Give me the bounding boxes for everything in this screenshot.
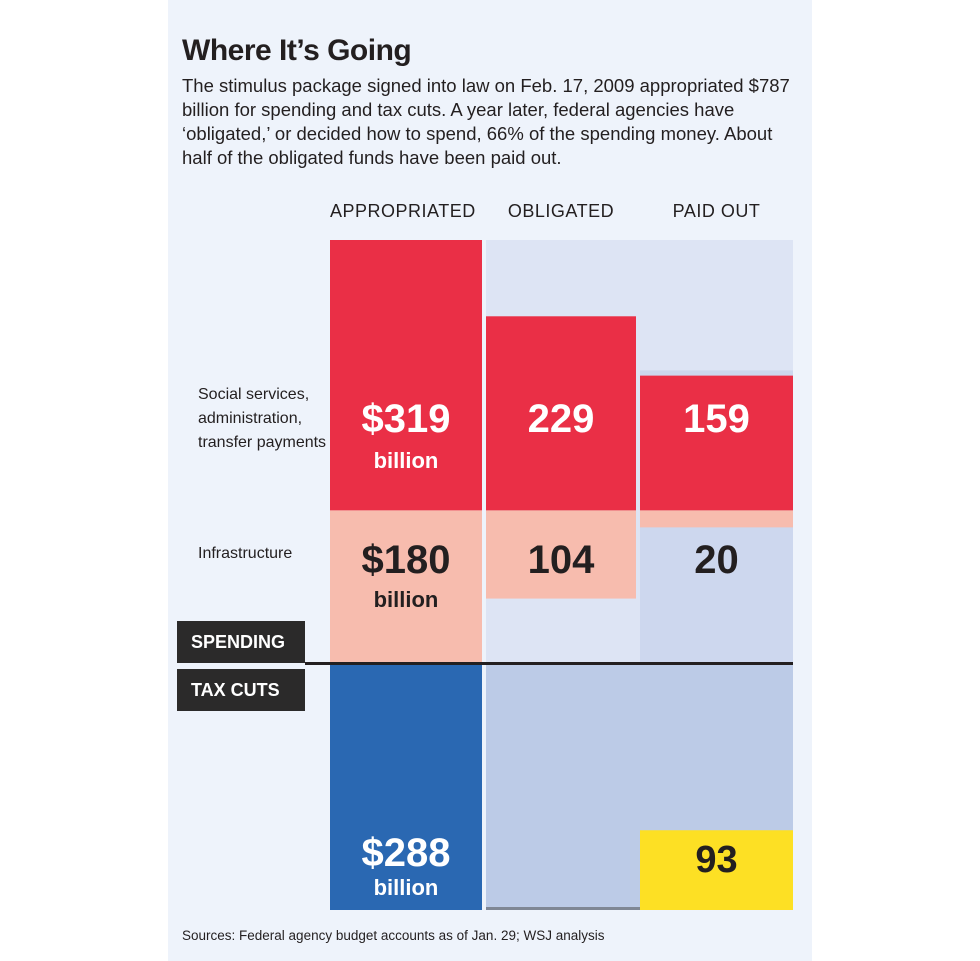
label-infrastructure-obligated: 104: [528, 538, 595, 582]
label-social-appropriated: $319: [362, 397, 451, 441]
tax-baseline: [486, 907, 640, 910]
bar-infrastructure-obligated: [486, 510, 636, 599]
bar-infrastructure-appropriated: [330, 510, 482, 663]
unit-tax-appropriated: billion: [374, 875, 439, 900]
column-header-appropriated: APPROPRIATED: [330, 201, 476, 221]
row-label-infrastructure: Infrastructure: [198, 545, 293, 562]
label-infrastructure-appropriated: $180: [362, 538, 451, 582]
bar-social-paid-out: [640, 375, 793, 511]
bar-social-obligated: [486, 316, 636, 511]
chart-subtitle: The stimulus package signed into law on …: [182, 75, 790, 168]
bar-tax-paid-out: [640, 830, 793, 910]
label-tax-paid-out: 93: [695, 839, 737, 881]
label-infrastructure-paid-out: 20: [694, 538, 739, 582]
unit-infrastructure-appropriated: billion: [374, 587, 439, 612]
row-label-social-services: Social services, administration, transfe…: [198, 386, 327, 451]
group-tag-tax-cuts: TAX CUTS: [177, 669, 305, 711]
label-social-obligated: 229: [528, 397, 595, 441]
group-tag-spending: SPENDING: [177, 621, 305, 663]
chart-source: Sources: Federal agency budget accounts …: [182, 928, 605, 943]
column-header-paid-out: PAID OUT: [672, 201, 761, 221]
spending-taxcut-divider: [305, 662, 793, 665]
bar-social-appropriated: [330, 240, 482, 511]
column-header-obligated: OBLIGATED: [507, 201, 615, 221]
bar-infrastructure-paid-out: [640, 510, 793, 528]
label-social-paid-out: 159: [683, 397, 750, 441]
chart-title: Where It’s Going: [182, 34, 412, 67]
bar-tax-appropriated: [330, 663, 482, 910]
label-tax-appropriated: $288: [362, 831, 451, 875]
unit-social-appropriated: billion: [374, 448, 439, 473]
